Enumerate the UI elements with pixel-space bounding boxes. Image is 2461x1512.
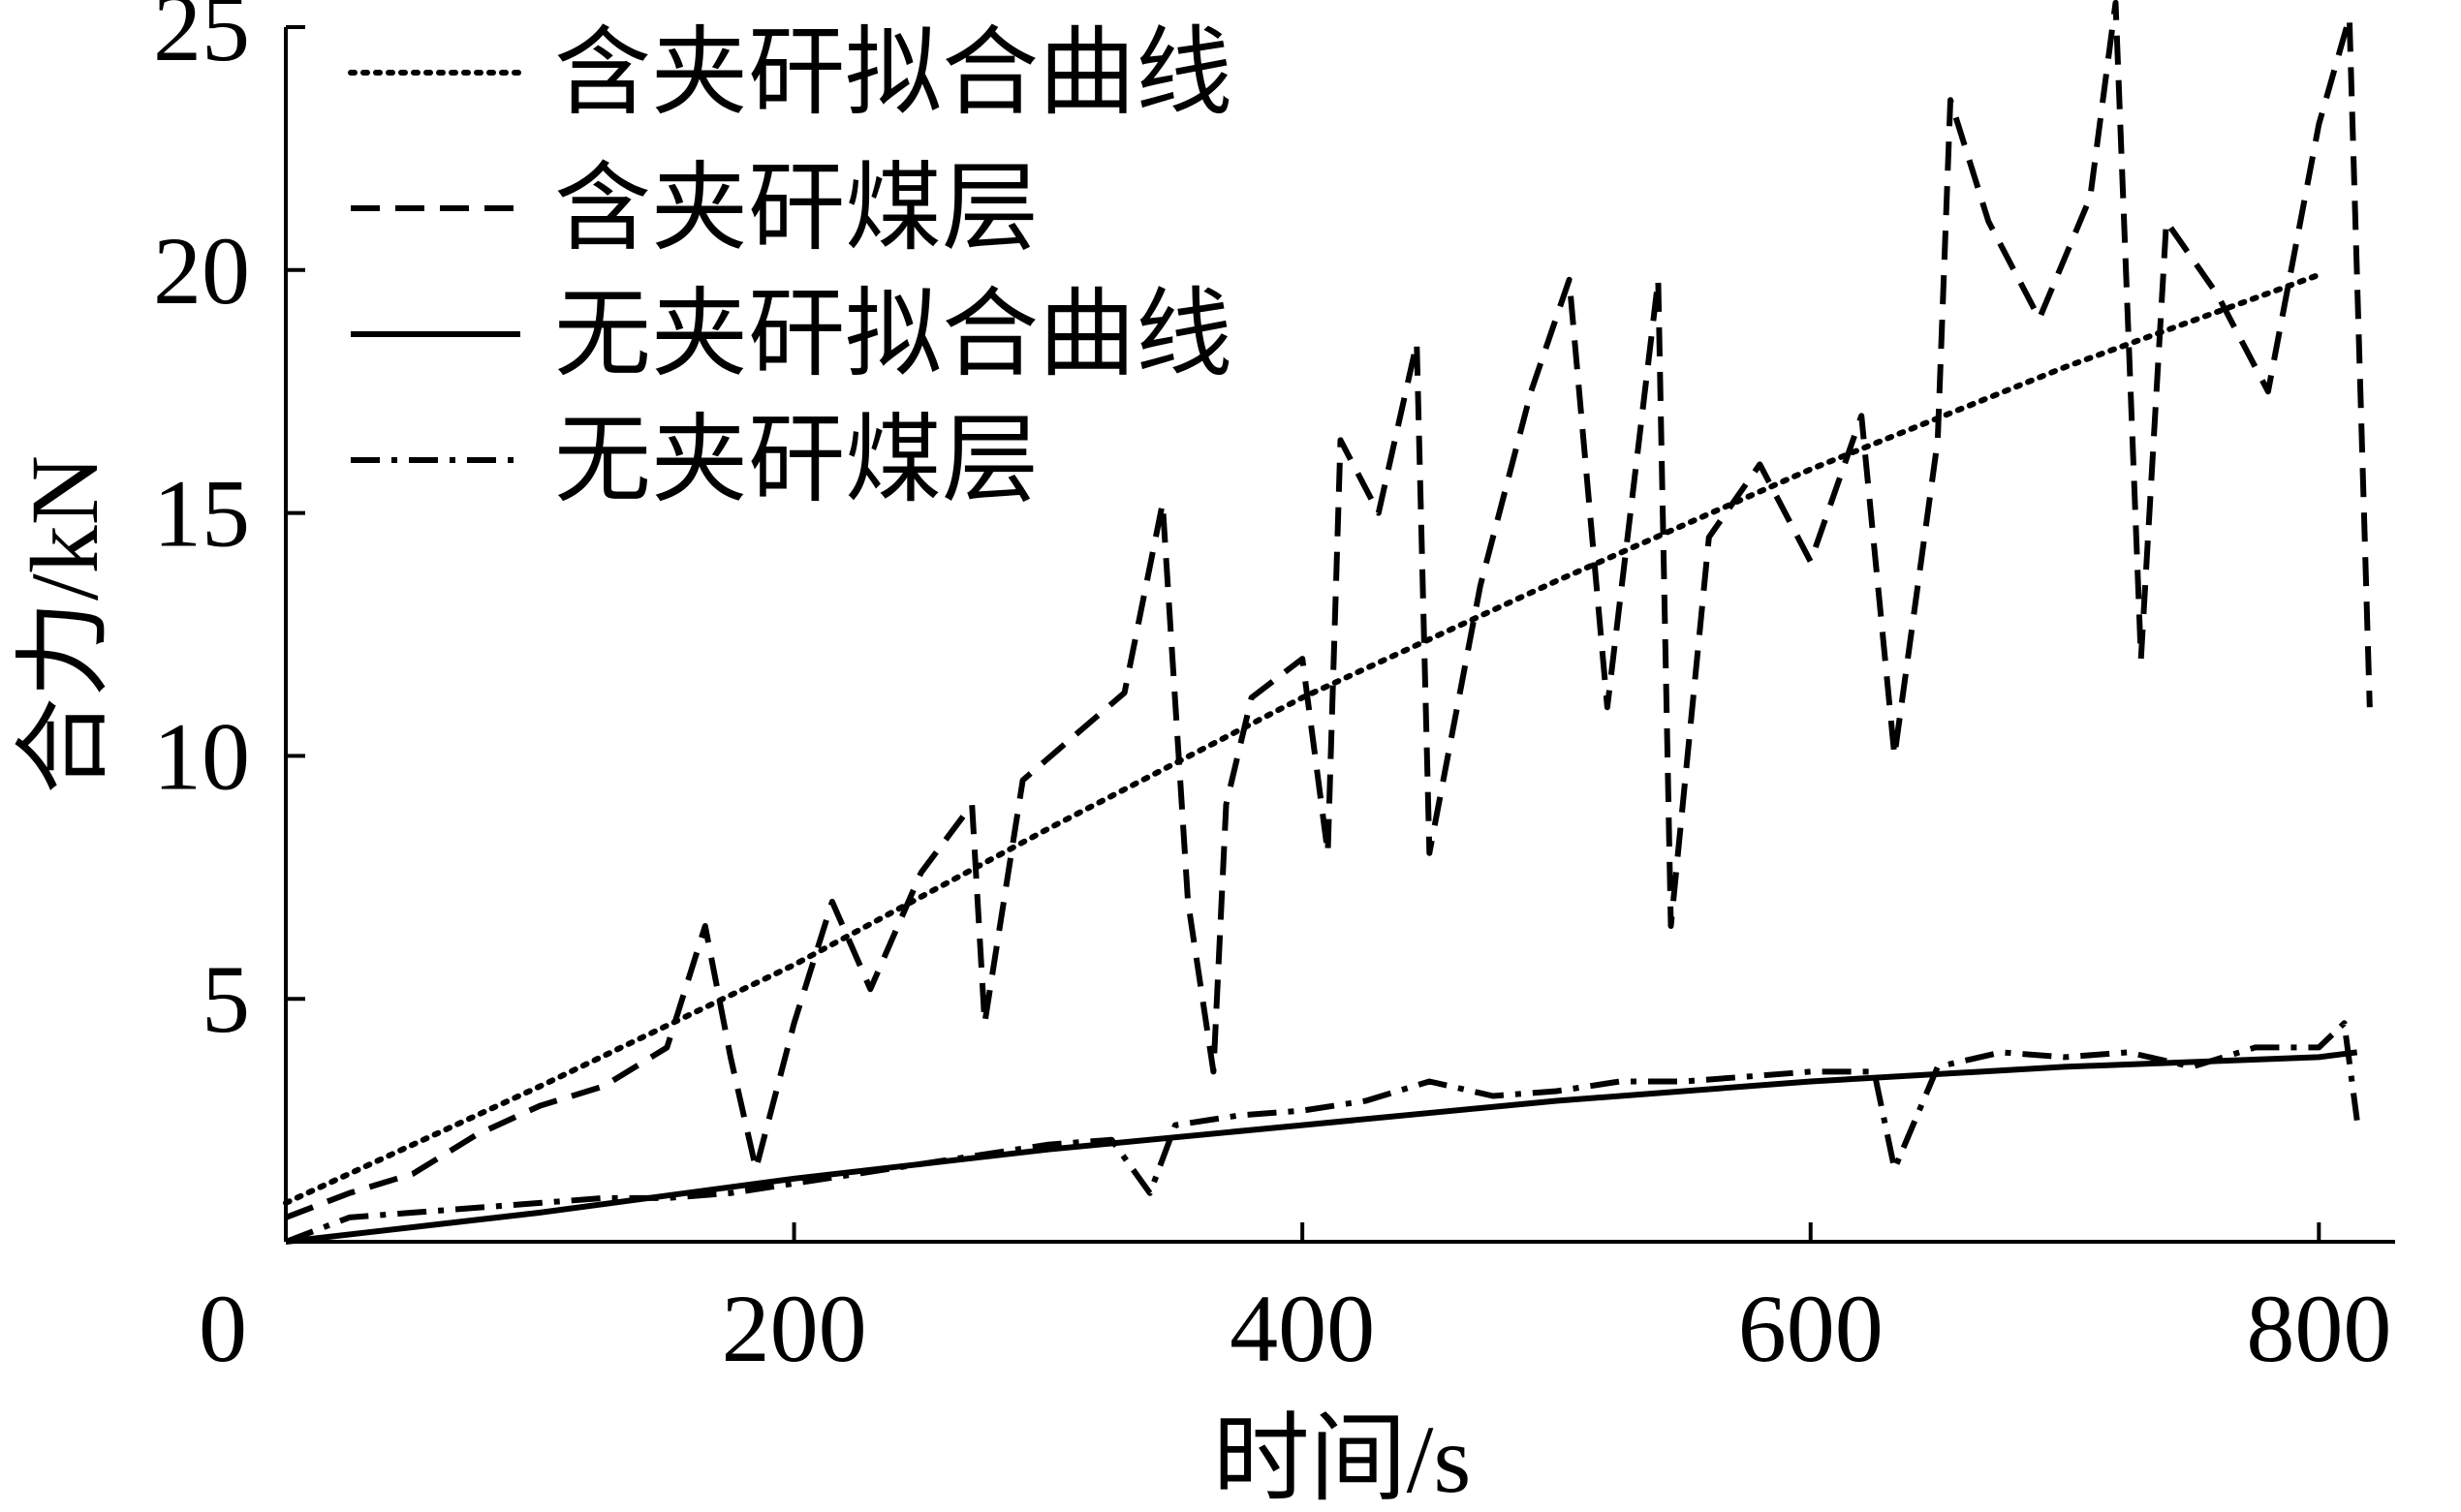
y-axis-label: 合力/kN: [11, 455, 118, 794]
y-tick-label: 5: [202, 945, 250, 1053]
series-line-4: [284, 1020, 2360, 1245]
y-tick-label: 25: [153, 0, 250, 81]
x-axis-label: 时间/s: [1213, 1405, 1472, 1507]
x-tick-label: 600: [1738, 1275, 1884, 1382]
series-layer: [283, 0, 2373, 1245]
legend-label-4: 无夹矸煤层: [554, 407, 1039, 514]
series-line-2: [284, 0, 2373, 1220]
x-tick-label: 200: [722, 1275, 867, 1382]
series-line-1: [283, 271, 2322, 1206]
legend-label-1: 含夹矸拟合曲线: [554, 19, 1232, 127]
x-tick-label: 400: [1230, 1275, 1375, 1382]
legend-label-3: 无夹矸拟合曲线: [554, 281, 1232, 388]
series-line-3: [285, 1049, 2358, 1245]
x-tick-label: 0: [199, 1275, 247, 1382]
x-tick-label: 800: [2246, 1275, 2391, 1382]
y-tick-label: 20: [153, 217, 250, 324]
legend-label-2: 含夹矸煤层: [554, 155, 1039, 262]
y-tick-label: 15: [153, 460, 250, 568]
y-tick-label: 10: [153, 702, 250, 810]
axes-layer: [284, 27, 2395, 1244]
ticks-layer: 0 200 400 600 800 5 10 15 20 25: [153, 0, 2391, 1382]
